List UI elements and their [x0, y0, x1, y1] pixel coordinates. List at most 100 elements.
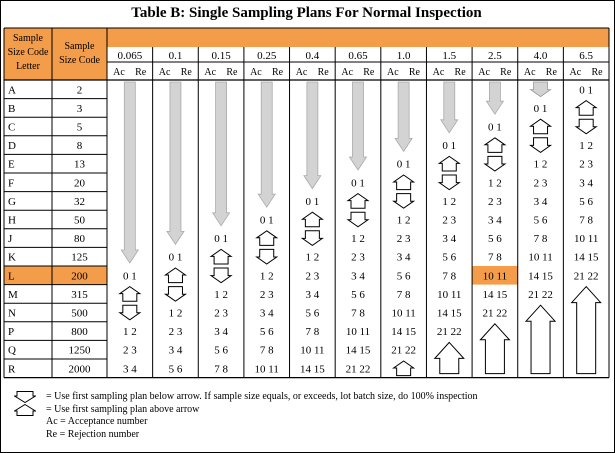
code-letter-B: B	[8, 103, 15, 115]
aql-header-6.5: 6.5	[579, 50, 593, 62]
ac-re-value: 1 2	[579, 140, 593, 152]
down-arrow-icon	[209, 267, 233, 284]
down-arrow-icon	[485, 81, 505, 115]
ac-re-value: 7 8	[351, 308, 365, 320]
ac-re-value: 14 15	[437, 308, 462, 320]
ac-re-value: 3 4	[397, 252, 411, 264]
ac-re-value: 3 4	[351, 270, 365, 282]
ac-re-value: 10 11	[437, 289, 461, 301]
ac-re-value: 14 15	[346, 345, 371, 357]
re-header: Re	[272, 67, 284, 78]
up-arrow-icon	[479, 323, 511, 375]
header-sample-size: Size Code	[59, 55, 100, 66]
re-header: Re	[181, 67, 193, 78]
ac-re-value: 7 8	[397, 289, 411, 301]
ac-re-value: 14 15	[300, 363, 325, 375]
up-arrow-icon	[437, 155, 461, 172]
code-letter-A: A	[8, 84, 16, 96]
ac-header: Ac	[570, 67, 582, 78]
ac-header: Ac	[204, 67, 216, 78]
up-arrow-icon	[392, 360, 416, 377]
up-arrow-icon	[483, 137, 507, 153]
code-letter-L: L	[8, 270, 15, 282]
down-arrow-icon	[166, 81, 185, 246]
ac-re-value: 14 15	[528, 270, 553, 282]
re-header: Re	[135, 67, 147, 78]
legend-text-up: = Use first sampling plan above arrow	[46, 403, 200, 415]
up-arrow-icon	[528, 118, 553, 135]
sample-size-Q: 1250	[69, 345, 92, 357]
down-arrow-icon	[303, 81, 322, 190]
up-arrow-icon	[574, 99, 598, 116]
down-arrow-icon	[255, 248, 279, 265]
ac-re-value: 2 3	[123, 345, 137, 357]
aql-header-0.4: 0.4	[305, 50, 319, 62]
ac-re-value: 3 4	[305, 289, 319, 301]
aql-header-0.065: 0.065	[117, 50, 142, 62]
ac-re-value: 1 2	[397, 215, 411, 227]
ac-re-value: 2 3	[534, 177, 548, 189]
ac-header: Ac	[159, 67, 171, 78]
ac-re-value: 3 4	[260, 308, 274, 320]
ac-re-value: 5 6	[169, 363, 183, 375]
ac-header: Ac	[433, 67, 445, 78]
ac-re-value: 2 3	[214, 308, 228, 320]
ac-re-value: 0 1	[351, 177, 365, 189]
re-header: Re	[363, 67, 375, 78]
down-arrow-icon	[120, 81, 140, 264]
legend-row-up: = Use first sampling plan above arrow	[14, 403, 478, 417]
ac-re-value: 1 2	[442, 196, 456, 208]
ac-re-value: 7 8	[214, 363, 228, 375]
down-arrow-icon	[574, 118, 598, 135]
down-arrow-icon	[348, 81, 368, 171]
header-code-letter: Letter	[16, 61, 41, 72]
up-arrow-icon	[118, 285, 142, 302]
re-header: Re	[318, 67, 330, 78]
re-header: Re	[500, 67, 512, 78]
aql-header-0.15: 0.15	[211, 50, 231, 62]
ac-re-value: 3 4	[579, 177, 593, 189]
ac-re-value: 0 1	[442, 140, 456, 152]
aql-header-4.0: 4.0	[534, 50, 548, 62]
sample-size-K: 125	[71, 252, 88, 264]
ac-header: Ac	[296, 67, 308, 78]
sample-size-E: 13	[74, 159, 86, 171]
ac-re-value: 10 11	[528, 252, 552, 264]
aql-header-1.5: 1.5	[442, 50, 456, 62]
ac-re-value: 7 8	[442, 270, 456, 282]
ac-re-value: 2 3	[351, 252, 365, 264]
code-letter-N: N	[8, 308, 16, 320]
ac-re-value: 2 3	[260, 289, 274, 301]
legend-row-re: Re = Rejection number	[18, 429, 478, 442]
ac-re-value: 10 11	[346, 326, 370, 338]
ac-header: Ac	[250, 67, 262, 78]
sample-size-A: 2	[77, 84, 83, 96]
sample-size-R: 2000	[69, 363, 92, 375]
ac-re-value: 5 6	[305, 308, 319, 320]
ac-re-value: 5 6	[579, 196, 593, 208]
ac-re-value: 3 4	[488, 215, 502, 227]
ac-re-value: 1 2	[534, 159, 548, 171]
up-arrow-icon	[346, 192, 370, 209]
ac-header: Ac	[524, 67, 536, 78]
ac-re-value: 21 22	[437, 326, 462, 338]
ac-re-value: 14 15	[391, 326, 416, 338]
ac-re-value: 14 15	[574, 252, 599, 264]
header-code-letter: Sample	[13, 33, 44, 44]
ac-re-value: 1 2	[260, 270, 274, 282]
ac-re-value: 10 11	[391, 308, 415, 320]
ac-re-value: 3 4	[442, 233, 456, 245]
up-arrow-icon	[433, 341, 465, 375]
re-header: Re	[455, 67, 467, 78]
code-letter-D: D	[8, 140, 16, 152]
ac-re-value: 0 1	[214, 233, 228, 245]
ac-re-value: 14 15	[483, 289, 508, 301]
ac-re-value: 0 1	[488, 122, 502, 134]
legend: = Use first sampling plan below arrow. I…	[14, 391, 478, 442]
aql-header-0.1: 0.1	[169, 50, 183, 62]
sample-size-H: 50	[74, 215, 86, 227]
re-header: Re	[546, 67, 558, 78]
down-arrow-icon	[346, 211, 370, 228]
ac-re-value: 10 11	[300, 345, 324, 357]
